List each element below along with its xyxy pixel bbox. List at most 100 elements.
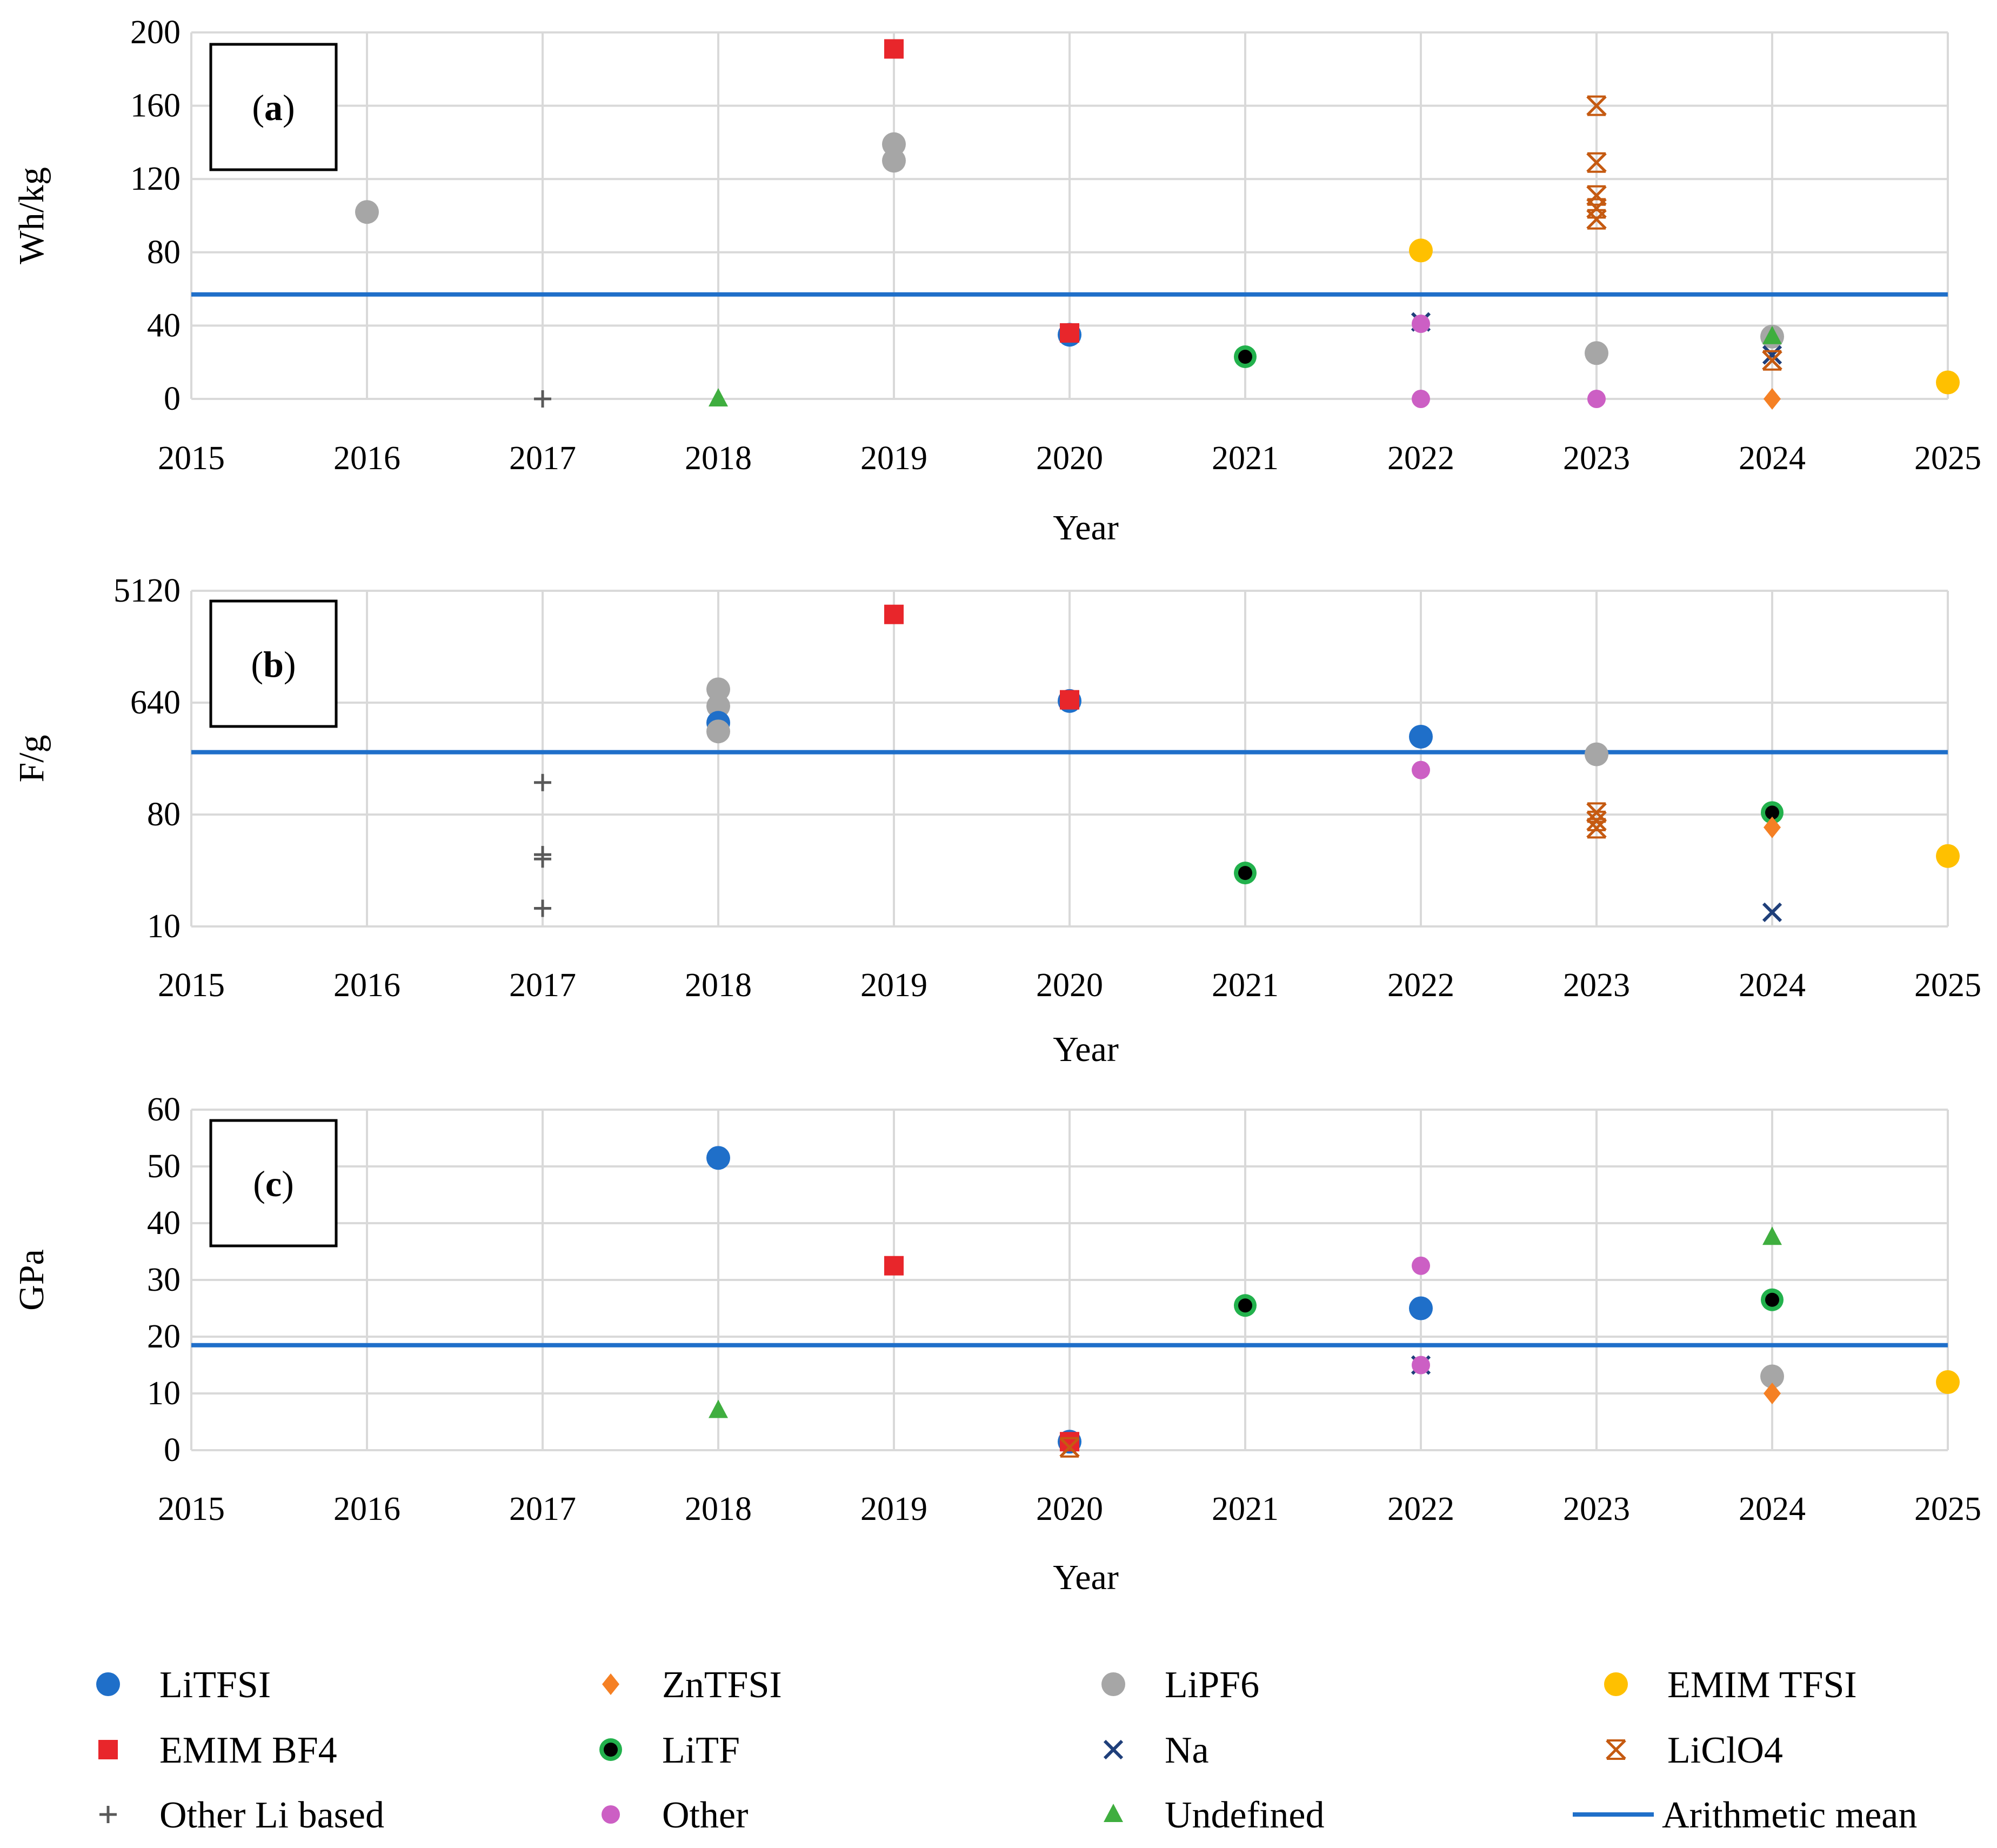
data-point-liclo4 — [1586, 818, 1607, 839]
legend-marker-icon — [602, 1805, 620, 1824]
x-tick-label: 2016 — [333, 1491, 400, 1527]
legend-item-liclo4: LiClO4 — [1606, 1730, 1783, 1771]
y-tick-label: 50 — [147, 1148, 181, 1185]
legend-marker-icon — [602, 1673, 619, 1695]
data-point-emimbf4 — [884, 39, 904, 59]
legend-label: LiPF6 — [1165, 1664, 1259, 1706]
data-point-na — [1762, 345, 1782, 365]
x-axis-title: Year — [1053, 508, 1119, 548]
data-point-emimtfsi — [1409, 238, 1433, 263]
legend-label: ZnTFSI — [662, 1664, 782, 1706]
data-point-liclo4 — [1059, 1437, 1080, 1458]
data-point-otherli — [534, 773, 551, 791]
legend-item-na: Na — [1103, 1730, 1209, 1771]
legend-marker-icon — [599, 1738, 622, 1761]
data-point-litf — [1234, 1294, 1257, 1317]
data-point-emimbf4 — [1060, 323, 1079, 343]
data-point-liclo4 — [1762, 350, 1782, 371]
data-point-zntfsi — [1764, 1383, 1781, 1404]
data-point-liclo4 — [1586, 209, 1607, 230]
legend-label: EMIM TFSI — [1667, 1664, 1857, 1706]
data-point-other — [1412, 315, 1430, 333]
legend-item-litf: LiTF — [599, 1730, 740, 1771]
legend-marker-icon — [98, 1740, 118, 1759]
data-points — [355, 39, 1960, 410]
svg-text:(a): (a) — [252, 87, 295, 128]
x-tick-label: 2022 — [1387, 1491, 1454, 1527]
legend-item-mean: Arithmetic mean — [1573, 1794, 1917, 1836]
data-point-emimtfsi — [1936, 370, 1960, 395]
data-point-lipf6 — [355, 200, 379, 224]
y-tick-label: 40 — [147, 307, 181, 344]
data-point-otherli — [534, 899, 551, 917]
data-point-emimtfsi — [1936, 844, 1960, 868]
legend-label: LiClO4 — [1667, 1730, 1783, 1771]
x-axis-title: Year — [1053, 1030, 1119, 1069]
data-point-litfsi — [706, 1146, 730, 1170]
svg-text:(b): (b) — [251, 644, 296, 685]
legend-marker-icon — [1604, 1672, 1628, 1696]
data-point-litfsi — [1409, 1296, 1433, 1320]
data-point-other — [1412, 1256, 1430, 1275]
x-tick-label: 2023 — [1563, 1491, 1630, 1527]
data-point-undef — [709, 1399, 728, 1418]
data-point-lipf6 — [706, 677, 730, 702]
x-tick-label: 2023 — [1563, 967, 1630, 1004]
data-point-litf — [1234, 345, 1257, 369]
svg-text:(c): (c) — [253, 1163, 294, 1204]
y-tick-label: 640 — [130, 684, 181, 721]
legend-item-emimtfsi: EMIM TFSI — [1604, 1664, 1857, 1706]
legend-marker-icon — [1101, 1672, 1125, 1696]
y-tick-label: 40 — [147, 1205, 181, 1242]
y-tick-label: 120 — [130, 161, 181, 197]
y-tick-label: 200 — [130, 14, 181, 51]
data-point-lipf6 — [706, 694, 730, 718]
x-tick-label: 2016 — [333, 440, 400, 477]
x-tick-label: 2022 — [1387, 967, 1454, 1004]
y-tick-label: 160 — [130, 88, 181, 124]
data-point-emimbf4 — [884, 1256, 904, 1276]
x-axis-title: Year — [1053, 1558, 1119, 1597]
panel-label: (c) — [209, 1119, 338, 1247]
y-tick-label: 0 — [164, 381, 181, 417]
legend-item-litfsi: LiTFSI — [96, 1664, 271, 1706]
x-tick-label: 2018 — [685, 1491, 752, 1527]
legend-marker-icon — [1606, 1739, 1626, 1760]
data-point-liclo4 — [1586, 152, 1607, 173]
x-tick-label: 2019 — [860, 967, 927, 1004]
x-tick-label: 2015 — [158, 967, 225, 1004]
legend-marker-icon — [99, 1806, 117, 1823]
x-tick-label: 2021 — [1212, 440, 1279, 477]
data-point-otherli — [534, 850, 551, 868]
data-point-emimtfsi — [1936, 1370, 1960, 1394]
x-tick-label: 2019 — [860, 440, 927, 477]
y-tick-label: 30 — [147, 1262, 181, 1298]
gridlines — [190, 1109, 1949, 1451]
data-point-other — [1412, 390, 1430, 408]
data-point-otherli — [534, 390, 551, 408]
x-tick-label: 2020 — [1036, 440, 1103, 477]
x-tick-label: 2017 — [509, 440, 576, 477]
panel-label: (b) — [209, 599, 338, 728]
gridlines — [190, 590, 1949, 928]
legend-marker-icon — [1104, 1804, 1123, 1822]
data-point-liclo4 — [1586, 95, 1607, 116]
legend-label: Undefined — [1165, 1794, 1324, 1836]
data-point-na — [1762, 902, 1782, 923]
y-tick-label: 10 — [147, 1375, 181, 1412]
data-point-lipf6 — [1585, 341, 1608, 365]
x-tick-label: 2017 — [509, 967, 576, 1004]
data-point-undef — [1762, 325, 1782, 344]
legend-item-emimbf4: EMIM BF4 — [98, 1730, 337, 1771]
y-tick-label: 20 — [147, 1318, 181, 1355]
chart-panel-b: 10 80 640 5120 2015 2016 2017 2018 2019 2020 2021 2… — [12, 572, 1981, 1069]
data-point-lipf6 — [1585, 742, 1608, 766]
data-point-emimbf4 — [884, 604, 904, 624]
x-tick-label: 2024 — [1739, 1491, 1806, 1527]
legend-label: LiTFSI — [159, 1664, 271, 1706]
data-point-other — [1412, 1356, 1430, 1375]
x-tick-label: 2021 — [1212, 967, 1279, 1004]
legend-label: Na — [1165, 1730, 1209, 1771]
x-tick-label: 2018 — [685, 967, 752, 1004]
x-tick-label: 2025 — [1914, 440, 1981, 477]
